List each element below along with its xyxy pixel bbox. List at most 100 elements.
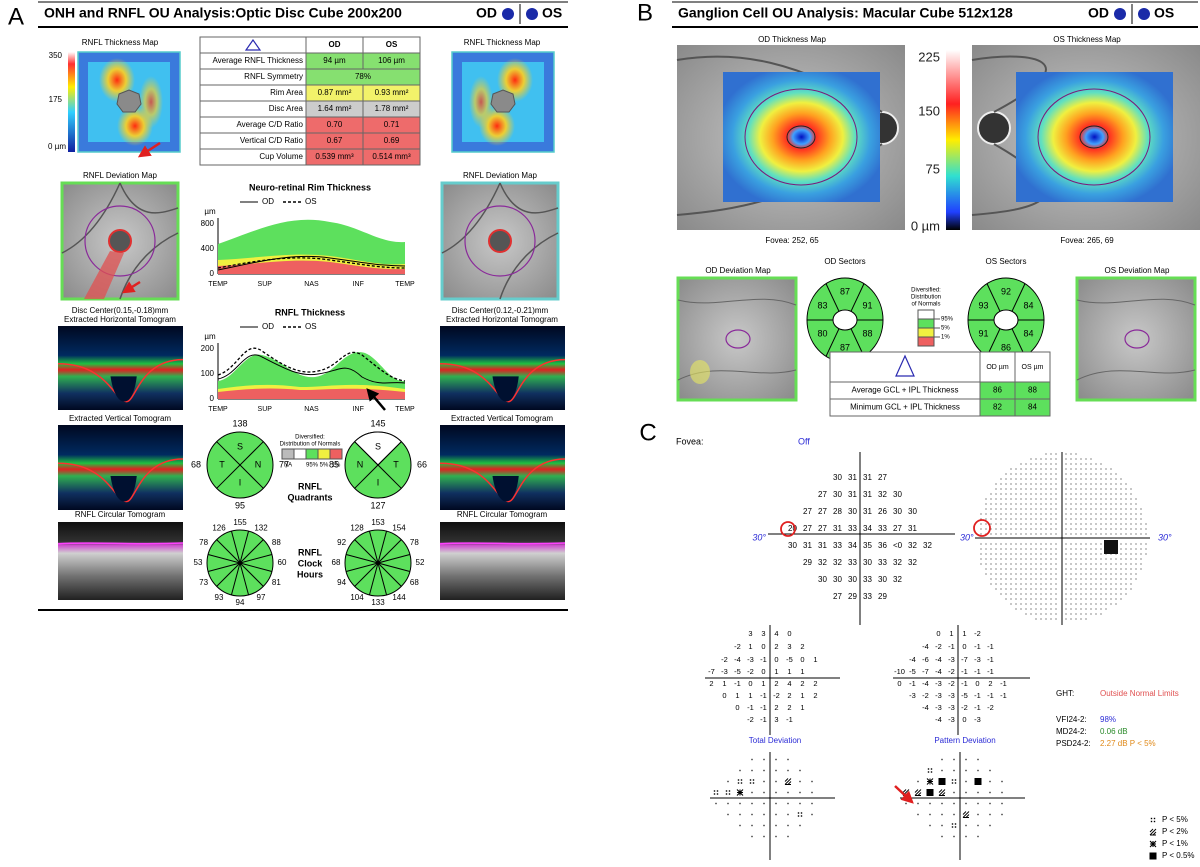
gray-dot: [990, 508, 992, 510]
gray-dot: [1050, 528, 1052, 530]
gray-dot: [1095, 488, 1097, 490]
clock-divider: [207, 553, 241, 564]
gray-dot: [1110, 573, 1112, 575]
gray-dot: [1090, 523, 1092, 525]
gray-dot: [980, 558, 982, 560]
gray-dot: [995, 513, 997, 515]
gray-dot: [1020, 543, 1022, 545]
unit-label: µm: [204, 207, 216, 216]
gray-dot: [985, 563, 987, 565]
gray-dot: [1120, 543, 1122, 545]
cell-value: 0.69: [384, 136, 400, 145]
gray-dot: [990, 513, 992, 515]
gray-dot: [1070, 598, 1072, 600]
axis-label: 0: [210, 394, 215, 403]
gray-dot: [1030, 613, 1032, 615]
gray-dot: [1000, 523, 1002, 525]
field-value: 35: [863, 541, 872, 550]
gray-dot: [1090, 588, 1092, 590]
p1-symbol: [926, 778, 934, 785]
gray-dot: [1015, 558, 1017, 560]
rnfl-boundary: [57, 358, 184, 403]
gray-dot: [1015, 488, 1017, 490]
gray-dot: [1120, 533, 1122, 535]
clock-divider: [377, 553, 411, 564]
gray-dot: [1025, 568, 1027, 570]
normal-point: [941, 813, 943, 816]
gray-dot: [1075, 548, 1077, 550]
gray-dot: [1020, 568, 1022, 570]
field-value: 30: [848, 575, 857, 584]
label: OD Thickness Map: [758, 35, 826, 44]
gray-dot: [1090, 568, 1092, 570]
p5-symbol: [954, 823, 957, 825]
gray-dot: [1055, 453, 1057, 455]
gray-dot: [1115, 563, 1117, 565]
field-value: 32: [908, 558, 917, 567]
field-value: -1: [961, 679, 968, 688]
gray-dot: [1085, 588, 1087, 590]
p05-symbol: [1149, 852, 1157, 860]
gray-dot: [1040, 458, 1042, 460]
gray-dot: [1035, 493, 1037, 495]
gray-dot: [1075, 608, 1077, 610]
gray-dot: [1110, 598, 1112, 600]
gray-dot: [1040, 513, 1042, 515]
quadrant-letter: I: [239, 477, 242, 487]
gray-dot: [995, 503, 997, 505]
gray-dot: [1010, 508, 1012, 510]
legend-label: P < 0.5%: [1162, 851, 1195, 860]
gray-dot: [1085, 618, 1087, 620]
gray-dot: [1125, 573, 1127, 575]
gray-dot: [1015, 598, 1017, 600]
gray-dot: [1125, 493, 1127, 495]
gray-dot: [1065, 593, 1067, 595]
field-value: 32: [893, 558, 902, 567]
normal-point: [989, 813, 991, 816]
p5-symbol: [725, 793, 728, 795]
field-value: 30: [878, 575, 887, 584]
field-value: -1: [909, 679, 916, 688]
gray-dot: [1040, 618, 1042, 620]
gray-dot: [1055, 503, 1057, 505]
gray-dot: [1050, 523, 1052, 525]
panel-label: C: [639, 419, 656, 446]
normal-point: [727, 780, 729, 783]
field-value: -3: [909, 691, 916, 700]
gray-dot: [1005, 528, 1007, 530]
gray-dot: [1035, 498, 1037, 500]
gray-dot: [1105, 513, 1107, 515]
gray-dot: [1045, 463, 1047, 465]
gray-dot: [1030, 518, 1032, 520]
normal-point: [1001, 802, 1003, 805]
column-header: OD: [329, 40, 341, 49]
gray-dot: [1040, 533, 1042, 535]
field-value: -3: [935, 691, 942, 700]
gray-dot: [1110, 563, 1112, 565]
gray-dot: [1035, 563, 1037, 565]
field-value: 31: [848, 490, 857, 499]
gray-dot: [1050, 518, 1052, 520]
gray-dot: [1095, 503, 1097, 505]
gray-dot: [1100, 478, 1102, 480]
gray-dot: [1115, 598, 1117, 600]
gray-dot: [1030, 473, 1032, 475]
gray-dot: [990, 568, 992, 570]
gray-dot: [1100, 608, 1102, 610]
fovea-ellipse: [786, 125, 816, 149]
field-value: 0: [800, 655, 804, 664]
gray-dot: [1045, 468, 1047, 470]
field-value: 28: [833, 507, 842, 516]
field-value: -7: [961, 655, 968, 664]
field-value: 33: [863, 592, 872, 601]
gray-dot: [1015, 523, 1017, 525]
field-value: 27: [833, 592, 842, 601]
gray-dot: [985, 548, 987, 550]
gray-dot: [1040, 498, 1042, 500]
gray-dot: [1040, 558, 1042, 560]
gray-dot: [985, 553, 987, 555]
field-value: -2: [987, 703, 994, 712]
gray-dot: [1025, 583, 1027, 585]
gray-dot: [1035, 618, 1037, 620]
gray-dot: [1005, 568, 1007, 570]
